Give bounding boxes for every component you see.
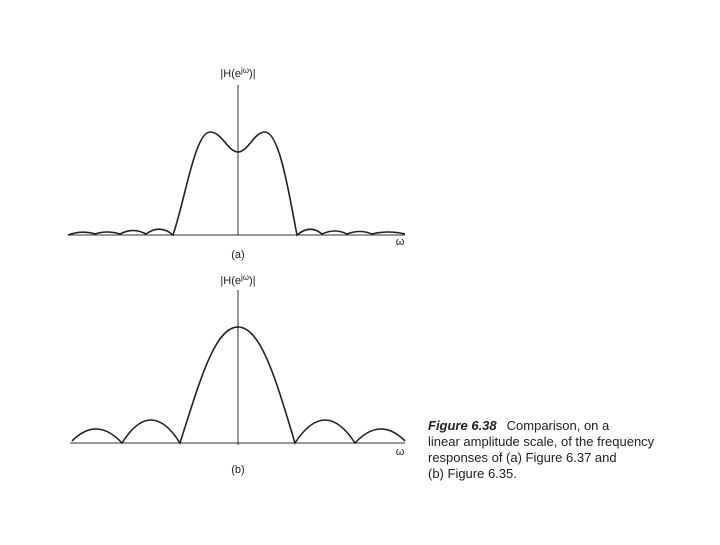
caption-label: Figure 6.38 [428,418,497,433]
label-part: )| [249,68,256,80]
caption-text: Comparison, on a [507,418,610,433]
caption-line: (b) Figure 6.35. [428,466,517,481]
y-label: |H(ejω)| [220,273,255,287]
response-curve [71,326,406,445]
caption-line: responses of (a) Figure 6.37 and [428,450,617,465]
y-label: |H(ejω)| [220,66,255,80]
plot-tag: (b) [231,464,244,476]
label-sup: jω [240,273,249,282]
label-part: |H(e [220,275,241,287]
x-label: ω [396,236,405,248]
caption-line: linear amplitude scale, of the frequency [428,434,655,449]
plot-tag: (a) [231,249,244,261]
label-part: |H(e [220,68,241,80]
response-curve [67,131,406,237]
label-part: )| [249,275,256,287]
x-label: ω [396,446,405,458]
label-sup: jω [240,66,249,75]
caption-line: Figure 6.38 Comparison, on a [428,418,610,433]
